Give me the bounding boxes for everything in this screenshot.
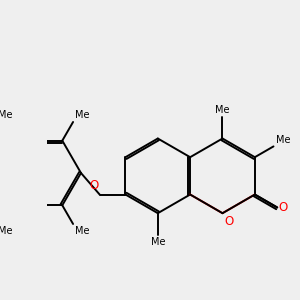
Text: Me: Me (0, 110, 13, 120)
Text: O: O (279, 201, 288, 214)
Text: Me: Me (0, 226, 13, 236)
Text: Me: Me (215, 105, 230, 115)
Text: Me: Me (151, 237, 165, 247)
Text: Me: Me (277, 135, 291, 145)
Text: O: O (224, 215, 233, 229)
Text: O: O (89, 178, 98, 192)
Text: Me: Me (75, 226, 89, 236)
Text: Me: Me (75, 110, 89, 120)
